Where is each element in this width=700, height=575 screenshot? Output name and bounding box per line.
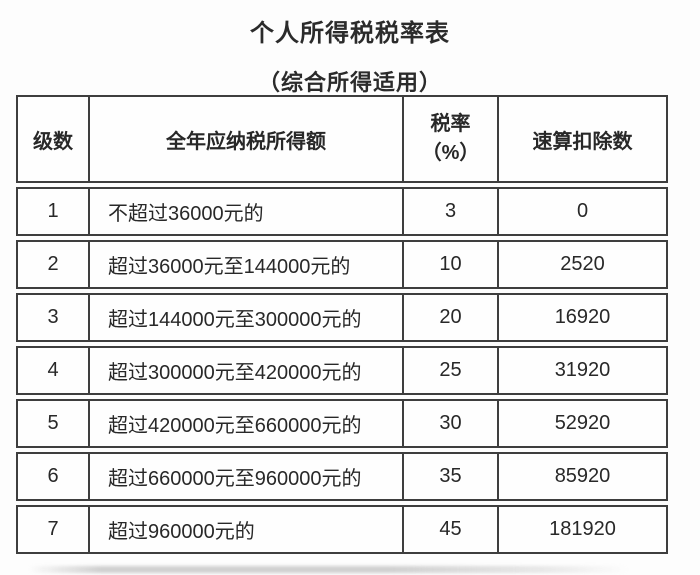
cell-income: 超过36000元至144000元的	[88, 242, 402, 287]
table-row: 7 超过960000元的 45 181920	[16, 505, 668, 554]
cell-deduction: 0	[497, 189, 666, 234]
table-row: 6 超过660000元至960000元的 35 85920	[16, 452, 668, 501]
cell-income: 超过144000元至300000元的	[88, 295, 402, 340]
header-rate-unit: （%）	[421, 142, 480, 164]
tax-rate-table: 级数 全年应纳税所得额 税率 （%） 速算扣除数 1 不超过36000元的 3 …	[16, 95, 668, 554]
bottom-edge-artifact	[28, 566, 628, 573]
cell-deduction: 16920	[497, 295, 666, 340]
cell-level: 4	[47, 359, 59, 381]
cell-rate: 45	[402, 507, 497, 552]
cell-rate: 25	[402, 348, 497, 393]
table-row: 5 超过420000元至660000元的 30 52920	[16, 399, 668, 448]
cell-rate: 20	[402, 295, 497, 340]
page-subtitle: （综合所得适用）	[257, 70, 442, 95]
cell-rate: 3	[402, 189, 497, 234]
table-header-row: 级数 全年应纳税所得额 税率 （%） 速算扣除数	[16, 95, 668, 183]
cell-rate: 10	[402, 242, 497, 287]
cell-income: 超过300000元至420000元的	[88, 348, 402, 393]
cell-income: 超过960000元的	[88, 507, 402, 552]
cell-income: 超过660000元至960000元的	[88, 454, 402, 499]
cell-deduction: 2520	[497, 242, 666, 287]
cell-level: 7	[47, 518, 59, 540]
cell-level: 3	[47, 306, 59, 328]
page-title: 个人所得税税率表	[250, 20, 450, 47]
header-cell-income: 全年应纳税所得额	[88, 97, 402, 181]
cell-income: 超过420000元至660000元的	[88, 401, 402, 446]
cell-deduction: 181920	[497, 507, 666, 552]
header-rate-label: 税率	[430, 113, 471, 135]
cell-level: 5	[47, 412, 59, 434]
table-row: 2 超过36000元至144000元的 10 2520	[16, 240, 668, 289]
cell-level: 6	[47, 465, 59, 487]
table-row: 1 不超过36000元的 3 0	[16, 187, 668, 236]
table-row: 4 超过300000元至420000元的 25 31920	[16, 346, 668, 395]
cell-deduction: 31920	[497, 348, 666, 393]
cell-income: 不超过36000元的	[88, 189, 402, 234]
cell-rate: 30	[402, 401, 497, 446]
cell-deduction: 85920	[497, 454, 666, 499]
table-row: 3 超过144000元至300000元的 20 16920	[16, 293, 668, 342]
header-cell-level: 级数	[33, 130, 73, 153]
header-cell-deduction: 速算扣除数	[497, 97, 666, 181]
cell-deduction: 52920	[497, 401, 666, 446]
cell-rate: 35	[402, 454, 497, 499]
cell-level: 1	[47, 200, 59, 222]
cell-level: 2	[47, 253, 59, 275]
header-cell-rate: 税率 （%）	[402, 97, 497, 181]
